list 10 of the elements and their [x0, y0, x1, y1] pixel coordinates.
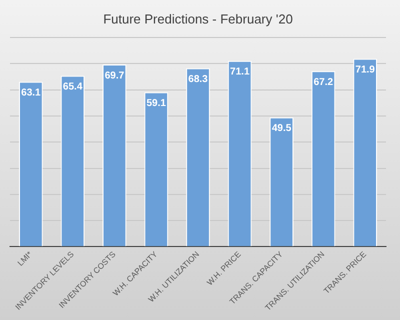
chart-title: Future Predictions - February '20 [103, 11, 293, 26]
data-label: 71.9 [355, 64, 376, 76]
data-label: 49.5 [272, 123, 292, 134]
data-label: 67.2 [314, 76, 334, 88]
data-label: 59.1 [146, 98, 166, 109]
data-label: 65.4 [62, 82, 83, 93]
data-label: 68.3 [188, 74, 208, 85]
data-label: 63.1 [21, 88, 42, 99]
data-label: 69.7 [104, 70, 125, 82]
data-label: 71.1 [230, 66, 250, 78]
